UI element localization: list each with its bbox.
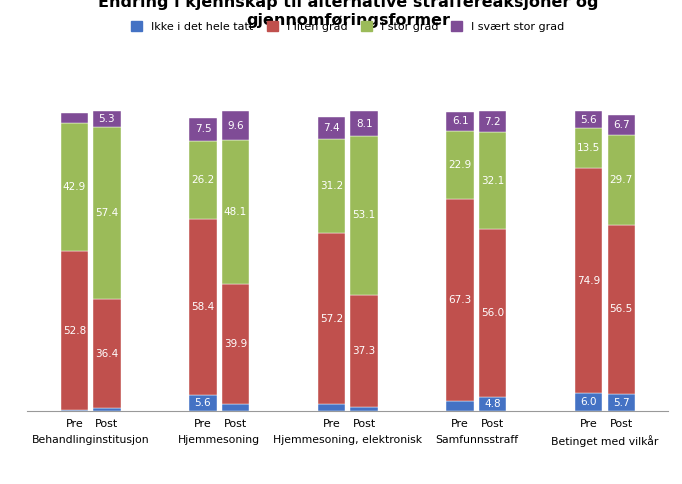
Text: 4.8: 4.8	[484, 399, 501, 409]
Text: 42.9: 42.9	[63, 182, 86, 192]
Bar	[351, 407, 378, 411]
Bar	[479, 133, 506, 229]
Bar	[447, 131, 474, 199]
Bar	[190, 118, 217, 140]
Bar	[61, 113, 88, 122]
Bar	[447, 199, 474, 402]
Bar	[318, 233, 345, 405]
Text: 5.7: 5.7	[613, 398, 629, 408]
Text: Hjemmesoning: Hjemmesoning	[178, 436, 261, 445]
Text: 5.6: 5.6	[194, 398, 211, 408]
Bar	[447, 402, 474, 411]
Bar	[351, 136, 378, 295]
Text: Post: Post	[481, 419, 504, 429]
Text: 52.8: 52.8	[63, 326, 86, 335]
Bar	[93, 127, 121, 299]
Bar	[318, 117, 345, 139]
Bar	[93, 408, 121, 411]
Bar	[222, 111, 249, 140]
Text: Pre: Pre	[580, 419, 597, 429]
Text: 39.9: 39.9	[224, 339, 247, 349]
Bar	[190, 140, 217, 219]
Legend: Ikke i det hele tatt, I liten grad, I stor grad, I svært stor grad: Ikke i det hele tatt, I liten grad, I st…	[131, 21, 565, 32]
Bar	[575, 128, 602, 168]
Bar	[608, 115, 635, 136]
Bar	[222, 285, 249, 404]
Text: 29.7: 29.7	[610, 175, 633, 185]
Bar	[318, 139, 345, 233]
Text: 48.1: 48.1	[224, 207, 247, 217]
Bar	[222, 404, 249, 411]
Text: 8.1: 8.1	[356, 119, 372, 129]
Bar	[222, 140, 249, 285]
Bar	[479, 397, 506, 411]
Bar	[93, 111, 121, 127]
Bar	[351, 295, 378, 407]
Text: 31.2: 31.2	[320, 181, 343, 191]
Text: 56.5: 56.5	[610, 304, 633, 315]
Bar	[479, 229, 506, 397]
Text: 7.5: 7.5	[194, 124, 211, 134]
Text: 74.9: 74.9	[577, 276, 600, 286]
Text: 7.2: 7.2	[484, 117, 501, 127]
Bar	[61, 251, 88, 410]
Text: 13.5: 13.5	[577, 143, 600, 153]
Bar	[575, 168, 602, 393]
Text: Hjemmesoning, elektronisk: Hjemmesoning, elektronisk	[273, 436, 422, 445]
Bar	[608, 394, 635, 411]
Text: 58.4: 58.4	[192, 302, 215, 312]
Title: Endring i kjennskap til alternative straffereaksjoner og
gjennomføringsformer: Endring i kjennskap til alternative stra…	[98, 0, 598, 28]
Text: Pre: Pre	[323, 419, 340, 429]
Bar	[61, 410, 88, 411]
Text: 57.4: 57.4	[95, 208, 119, 218]
Text: 5.3: 5.3	[99, 114, 115, 124]
Text: 9.6: 9.6	[227, 121, 244, 131]
Text: 22.9: 22.9	[449, 160, 472, 170]
Bar	[93, 299, 121, 408]
Text: 7.4: 7.4	[323, 123, 340, 133]
Bar	[61, 122, 88, 251]
Bar	[190, 394, 217, 411]
Text: 37.3: 37.3	[353, 346, 376, 356]
Bar	[190, 219, 217, 394]
Bar	[447, 112, 474, 131]
Text: 57.2: 57.2	[320, 314, 343, 324]
Text: Pre: Pre	[451, 419, 469, 429]
Text: 56.0: 56.0	[481, 308, 504, 318]
Bar	[318, 405, 345, 411]
Text: Betinget med vilkår: Betinget med vilkår	[551, 436, 659, 447]
Text: 26.2: 26.2	[192, 175, 215, 185]
Bar	[575, 393, 602, 411]
Text: Post: Post	[610, 419, 633, 429]
Text: 5.6: 5.6	[580, 115, 597, 124]
Bar	[575, 111, 602, 128]
Text: 36.4: 36.4	[95, 349, 119, 359]
Text: Post: Post	[353, 419, 376, 429]
Bar	[608, 225, 635, 394]
Text: 6.1: 6.1	[451, 117, 469, 126]
Text: 6.0: 6.0	[580, 397, 597, 408]
Bar	[479, 111, 506, 133]
Text: Pre: Pre	[194, 419, 212, 429]
Text: 53.1: 53.1	[353, 211, 376, 221]
Text: Samfunnsstraff: Samfunnsstraff	[435, 436, 518, 445]
Text: 6.7: 6.7	[613, 121, 629, 130]
Text: 67.3: 67.3	[449, 295, 472, 305]
Bar	[608, 136, 635, 225]
Text: Post: Post	[95, 419, 119, 429]
Text: 32.1: 32.1	[481, 176, 504, 186]
Text: Post: Post	[224, 419, 247, 429]
Text: Behandlinginstitusjon: Behandlinginstitusjon	[32, 436, 149, 445]
Bar	[351, 111, 378, 136]
Text: Pre: Pre	[65, 419, 83, 429]
